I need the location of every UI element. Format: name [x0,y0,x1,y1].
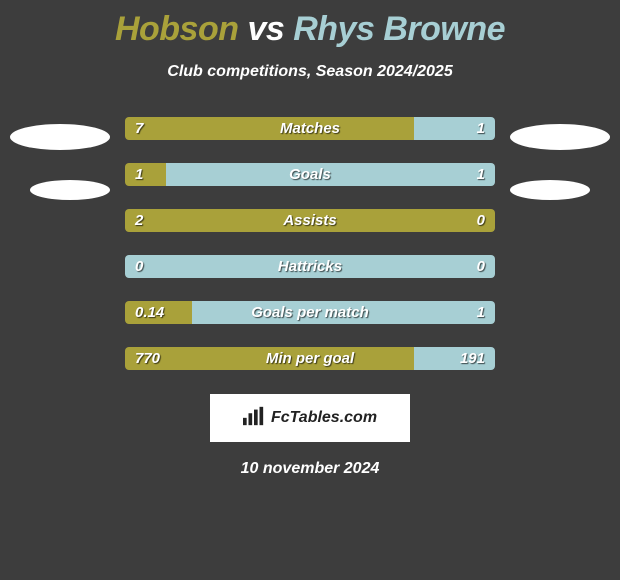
stat-value-right: 1 [467,163,495,186]
subtitle: Club competitions, Season 2024/2025 [0,63,620,81]
stat-bar: 20Assists [125,209,495,232]
comparison-title: Hobson vs Rhys Browne [0,0,620,49]
stat-row: 770191Min per goal [0,347,620,370]
stat-value-left: 770 [125,347,170,370]
stat-value-left: 1 [125,163,153,186]
stat-row: 0.141Goals per match [0,301,620,324]
stat-bar: 71Matches [125,117,495,140]
stat-value-right: 1 [467,301,495,324]
stat-value-right: 1 [467,117,495,140]
stats-container: 71Matches11Goals20Assists00Hattricks0.14… [0,117,620,370]
stat-segment-left [125,209,495,232]
stat-value-left: 2 [125,209,153,232]
stat-segment-right [166,163,495,186]
stat-value-left: 0 [125,255,153,278]
stat-value-right: 0 [467,255,495,278]
player2-name: Rhys Browne [293,10,505,48]
stat-segment-right [192,301,495,324]
stat-segment-right [125,255,495,278]
date-text: 10 november 2024 [0,460,620,478]
stat-row: 71Matches [0,117,620,140]
player1-name: Hobson [115,10,239,48]
stat-value-right: 0 [467,209,495,232]
vs-text: vs [247,10,284,48]
stat-bar: 11Goals [125,163,495,186]
stat-value-left: 7 [125,117,153,140]
badge-text: FcTables.com [271,409,377,427]
stat-segment-left [125,117,414,140]
fctables-badge: FcTables.com [210,394,410,442]
stat-row: 00Hattricks [0,255,620,278]
stat-row: 11Goals [0,163,620,186]
stat-value-right: 191 [450,347,495,370]
stat-value-left: 0.14 [125,301,174,324]
stat-bar: 00Hattricks [125,255,495,278]
stat-bar: 0.141Goals per match [125,301,495,324]
stat-row: 20Assists [0,209,620,232]
stat-bar: 770191Min per goal [125,347,495,370]
chart-icon [243,406,265,431]
